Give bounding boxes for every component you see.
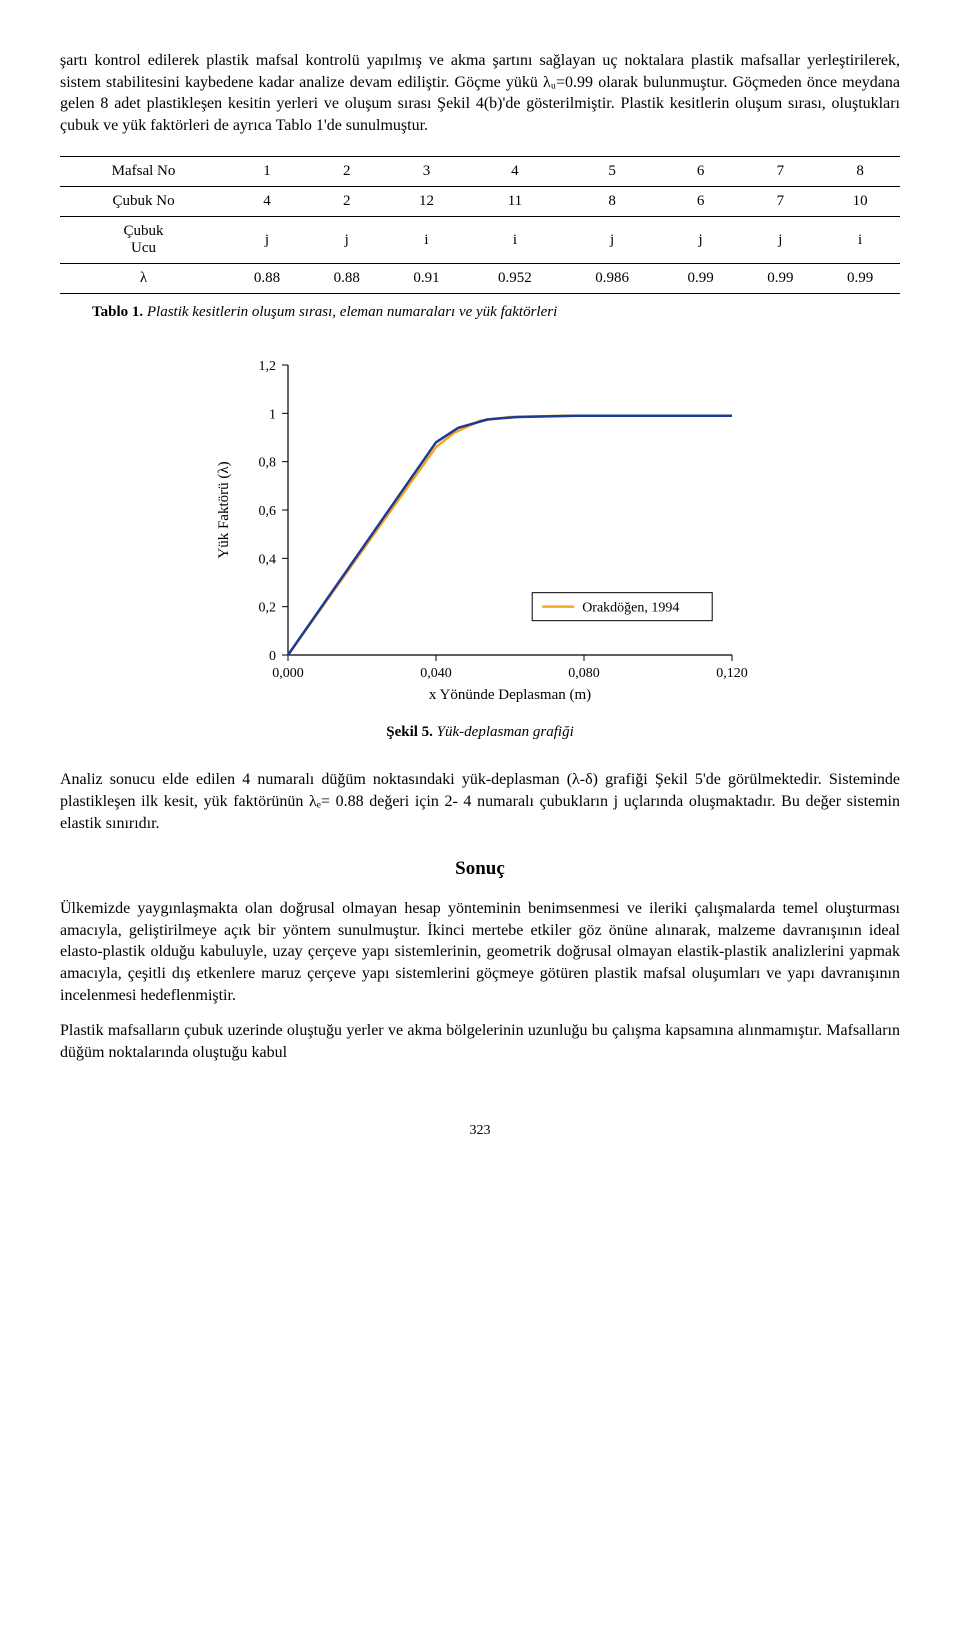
- table-cell: 8: [564, 187, 661, 217]
- svg-text:0,080: 0,080: [568, 666, 600, 681]
- table-cell: 0.88: [227, 264, 307, 294]
- table-cell: 0.88: [307, 264, 387, 294]
- chart-load-displacement: 0,000 0,040 0,080 0,120 0 0,2 0,4 0,6 0,8 1 1,2 x Y…: [210, 351, 750, 716]
- table-cell: j: [227, 217, 307, 264]
- svg-text:0,040: 0,040: [420, 666, 452, 681]
- figure-5-caption-text: Yük-deplasman grafiği: [433, 724, 574, 740]
- table-header-cell: 4: [466, 157, 563, 187]
- svg-text:0,4: 0,4: [259, 553, 277, 568]
- svg-text:1: 1: [269, 408, 276, 423]
- table-cell: j: [564, 217, 661, 264]
- table-header-cell: 2: [307, 157, 387, 187]
- table-cell: 4: [227, 187, 307, 217]
- svg-text:0,000: 0,000: [272, 666, 304, 681]
- table-cell: 10: [820, 187, 900, 217]
- table-1: Mafsal No12345678 Çubuk No42121186710 Çu…: [60, 156, 900, 294]
- svg-text:0,120: 0,120: [716, 666, 748, 681]
- table-cell: 0.952: [466, 264, 563, 294]
- table-cell: j: [307, 217, 387, 264]
- table-cell: 0.91: [387, 264, 467, 294]
- table-cell: i: [387, 217, 467, 264]
- table-cell: j: [661, 217, 741, 264]
- paragraph-2: Analiz sonucu elde edilen 4 numaralı düğ…: [60, 769, 900, 834]
- paragraph-1: şartı kontrol edilerek plastik mafsal ko…: [60, 50, 900, 136]
- table-row-label: Çubuk No: [60, 187, 227, 217]
- table-cell: 11: [466, 187, 563, 217]
- table-cell: 0.99: [661, 264, 741, 294]
- svg-text:x Yönünde Deplasman (m): x Yönünde Deplasman (m): [429, 687, 591, 703]
- table-header-cell: 3: [387, 157, 467, 187]
- table-row-label: λ: [60, 264, 227, 294]
- svg-text:0,2: 0,2: [259, 601, 277, 616]
- svg-text:0: 0: [269, 649, 276, 664]
- table-cell: i: [820, 217, 900, 264]
- chart-svg: 0,000 0,040 0,080 0,120 0 0,2 0,4 0,6 0,8 1 1,2 x Y…: [210, 351, 750, 711]
- section-heading-sonuc: Sonuç: [60, 858, 900, 880]
- svg-text:0,6: 0,6: [259, 504, 277, 519]
- svg-text:Orakdöğen, 1994: Orakdöğen, 1994: [582, 601, 679, 616]
- table-header-cell: 5: [564, 157, 661, 187]
- paragraph-4: Plastik mafsalların çubuk uzerinde oluşt…: [60, 1020, 900, 1063]
- table-header-cell: 8: [820, 157, 900, 187]
- table-cell: 2: [307, 187, 387, 217]
- figure-5-caption-label: Şekil 5.: [386, 724, 433, 740]
- table-cell: 7: [740, 187, 820, 217]
- table-1-caption-text: Plastik kesitlerin oluşum sırası, eleman…: [143, 304, 557, 320]
- svg-text:Yük Faktörü (λ): Yük Faktörü (λ): [216, 462, 232, 559]
- svg-text:0,8: 0,8: [259, 456, 277, 471]
- table-row-label: Mafsal No: [60, 157, 227, 187]
- table-cell: 12: [387, 187, 467, 217]
- table-cell: 0.99: [820, 264, 900, 294]
- paragraph-3: Ülkemizde yaygınlaşmakta olan doğrusal o…: [60, 898, 900, 1006]
- table-cell: j: [740, 217, 820, 264]
- figure-5-caption: Şekil 5. Yük-deplasman grafiği: [60, 724, 900, 741]
- table-cell: 0.986: [564, 264, 661, 294]
- page-number: 323: [60, 1123, 900, 1139]
- table-1-caption: Tablo 1. Plastik kesitlerin oluşum sıras…: [92, 304, 900, 321]
- table-header-cell: 1: [227, 157, 307, 187]
- svg-text:1,2: 1,2: [259, 359, 277, 374]
- table-cell: i: [466, 217, 563, 264]
- table-row-label: ÇubukUcu: [60, 217, 227, 264]
- table-1-caption-label: Tablo 1.: [92, 304, 143, 320]
- table-header-cell: 7: [740, 157, 820, 187]
- table-cell: 6: [661, 187, 741, 217]
- table-cell: 0.99: [740, 264, 820, 294]
- table-header-cell: 6: [661, 157, 741, 187]
